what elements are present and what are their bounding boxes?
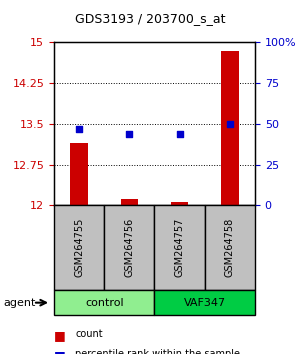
Text: agent: agent [3,298,35,308]
Text: count: count [75,329,103,339]
Text: percentile rank within the sample: percentile rank within the sample [75,349,240,354]
Bar [221,51,239,205]
Text: GSM264758: GSM264758 [225,218,235,278]
Text: ■: ■ [54,349,66,354]
Point [127,131,132,137]
Point [227,121,232,127]
Text: GSM264757: GSM264757 [175,218,184,278]
Text: VAF347: VAF347 [184,298,226,308]
Text: GSM264755: GSM264755 [74,218,84,278]
Text: GSM264756: GSM264756 [124,218,134,278]
Text: control: control [85,298,124,308]
Bar [121,199,138,205]
Bar [171,201,188,205]
Point [177,131,182,137]
Point [77,126,82,132]
Bar [70,143,88,205]
Text: ■: ■ [54,329,66,342]
Text: GDS3193 / 203700_s_at: GDS3193 / 203700_s_at [75,12,225,25]
